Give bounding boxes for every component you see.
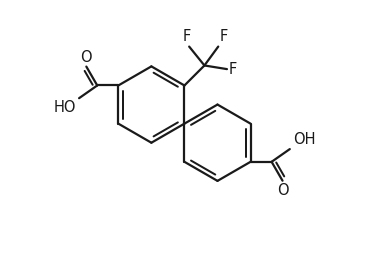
Text: HO: HO: [54, 100, 76, 115]
Text: F: F: [220, 29, 228, 44]
Text: F: F: [182, 29, 190, 44]
Text: O: O: [80, 50, 92, 65]
Text: F: F: [229, 62, 237, 77]
Text: O: O: [277, 183, 288, 198]
Text: OH: OH: [293, 132, 315, 147]
